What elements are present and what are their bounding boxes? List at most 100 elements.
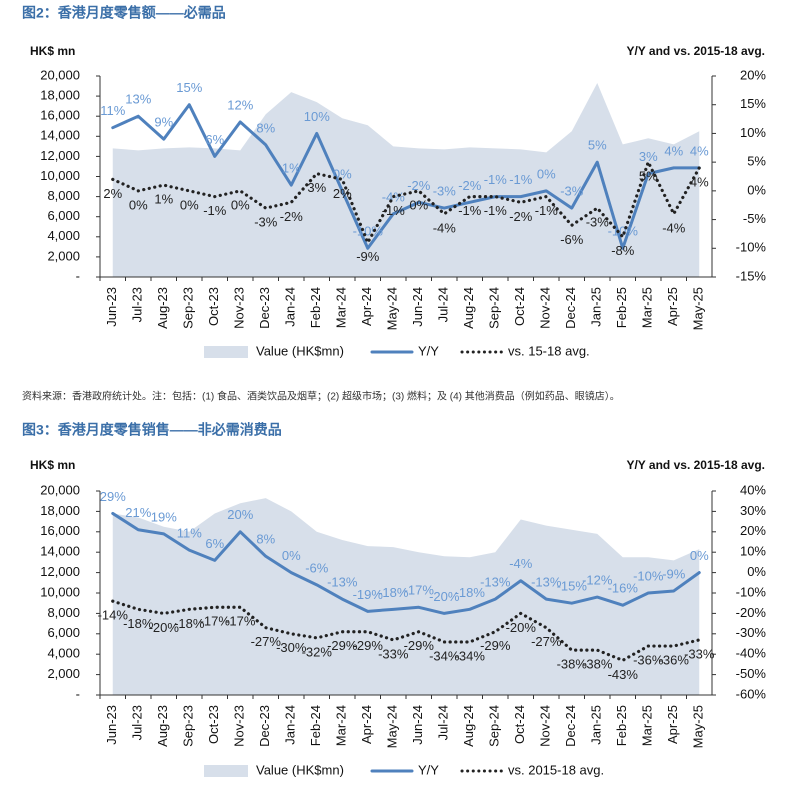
data-label: -1% [382, 203, 406, 218]
data-label: -17% [200, 614, 231, 629]
x-tick-label: Oct-23 [206, 287, 221, 326]
x-tick-label: Aug-23 [155, 287, 170, 329]
y-tick-label: 20,000 [40, 482, 80, 497]
data-label: -3% [254, 215, 278, 230]
y2-tick-label: -40% [736, 646, 767, 661]
data-label: -38% [582, 657, 613, 672]
y-tick-label: 6,000 [47, 625, 80, 640]
data-label: 0% [282, 548, 301, 563]
data-label: -17% [404, 583, 435, 598]
data-label: -43% [608, 667, 639, 682]
data-label: 8% [256, 532, 275, 547]
y2-axis-label: Y/Y and vs. 2015-18 avg. [626, 44, 765, 58]
x-tick-label: Oct-23 [206, 705, 221, 744]
y2-tick-label: -20% [736, 605, 767, 620]
y2-tick-label: 10% [740, 125, 766, 140]
x-tick-label: Dec-23 [257, 287, 272, 329]
data-label: -18% [174, 616, 205, 631]
x-tick-label: Dec-24 [563, 705, 578, 747]
legend-label: Value (HK$mn) [256, 762, 344, 777]
x-tick-label: Nov-23 [232, 705, 247, 747]
y2-tick-label: 5% [747, 154, 766, 169]
data-label: -1% [484, 172, 508, 187]
data-label: 8% [256, 120, 275, 135]
y2-tick-label: 30% [740, 503, 766, 518]
data-label: -18% [378, 585, 409, 600]
x-tick-label: Jun-24 [410, 287, 425, 327]
data-label: 1% [154, 192, 173, 207]
y2-tick-label: -30% [736, 625, 767, 640]
data-label: 1% [282, 161, 301, 176]
legend-swatch [204, 765, 248, 777]
y2-tick-label: 20% [740, 523, 766, 538]
x-tick-label: Jan-24 [283, 287, 298, 327]
data-label: -33% [684, 646, 715, 661]
y-tick-label: 4,000 [47, 646, 80, 661]
x-tick-label: Aug-24 [461, 287, 476, 329]
x-tick-label: Jul-23 [130, 287, 145, 322]
y-tick-label: 18,000 [40, 503, 80, 518]
y-tick-label: 2,000 [47, 666, 80, 681]
data-label: -2% [458, 178, 482, 193]
legend-label: Value (HK$mn) [256, 343, 344, 358]
data-label: -3% [560, 184, 584, 199]
data-label: -13% [480, 575, 511, 590]
data-label: -4% [662, 220, 686, 235]
data-label: 0% [180, 197, 199, 212]
data-label: -27% [531, 634, 562, 649]
y-tick-label: 6,000 [47, 208, 80, 223]
data-label: -32% [302, 644, 333, 659]
data-label: 4% [690, 174, 709, 189]
y-tick-label: 16,000 [40, 108, 80, 123]
y-tick-label: 10,000 [40, 584, 80, 599]
data-label: -1% [458, 203, 482, 218]
data-label: 9% [154, 115, 173, 130]
x-tick-label: May-24 [385, 287, 400, 330]
data-label: -3% [586, 215, 610, 230]
data-label: -9% [662, 566, 686, 581]
y-tick-label: 18,000 [40, 88, 80, 103]
x-tick-label: Jan-24 [283, 705, 298, 745]
data-label: -8% [611, 243, 635, 258]
data-label: -2% [407, 178, 431, 193]
data-label: 0% [690, 548, 709, 563]
data-label: -16% [608, 581, 639, 596]
data-label: 11% [177, 526, 202, 541]
data-label: 11% [100, 103, 125, 118]
data-label: -34% [429, 648, 460, 663]
y-tick-label: 4,000 [47, 228, 80, 243]
data-label: 0% [409, 197, 428, 212]
data-label: 3% [639, 149, 658, 164]
data-label: 2% [333, 186, 352, 201]
data-label: -19% [353, 587, 384, 602]
data-label: -34% [455, 648, 486, 663]
legend-label: vs. 2015-18 avg. [508, 762, 604, 777]
y-axis-label: HK$ mn [30, 458, 75, 472]
data-label: -3% [433, 184, 457, 199]
x-tick-label: Feb-24 [308, 287, 323, 328]
y2-tick-label: -5% [743, 211, 767, 226]
data-label: 0% [129, 197, 148, 212]
data-label: -1% [509, 172, 533, 187]
x-tick-label: Mar-25 [640, 287, 655, 328]
data-label: 0% [537, 166, 556, 181]
x-tick-label: Jul-24 [436, 705, 451, 740]
x-tick-label: May-24 [385, 705, 400, 748]
y2-tick-label: 0% [747, 182, 766, 197]
x-tick-label: Feb-25 [614, 705, 629, 746]
data-label: -1% [484, 203, 508, 218]
x-tick-label: Sep-23 [181, 287, 196, 329]
x-tick-label: Feb-25 [614, 287, 629, 328]
y-tick-label: 12,000 [40, 148, 80, 163]
data-label: 13% [125, 92, 151, 107]
data-label: 6% [205, 132, 224, 147]
data-label: 3% [307, 180, 326, 195]
data-label: -36% [633, 652, 664, 667]
data-label: 2% [103, 186, 122, 201]
data-label: -36% [659, 652, 690, 667]
x-tick-label: Jul-23 [130, 705, 145, 740]
data-label: -20% [429, 589, 460, 604]
y2-tick-label: -50% [736, 666, 767, 681]
x-tick-label: Jun-24 [410, 705, 425, 745]
y-tick-label: - [76, 268, 80, 283]
